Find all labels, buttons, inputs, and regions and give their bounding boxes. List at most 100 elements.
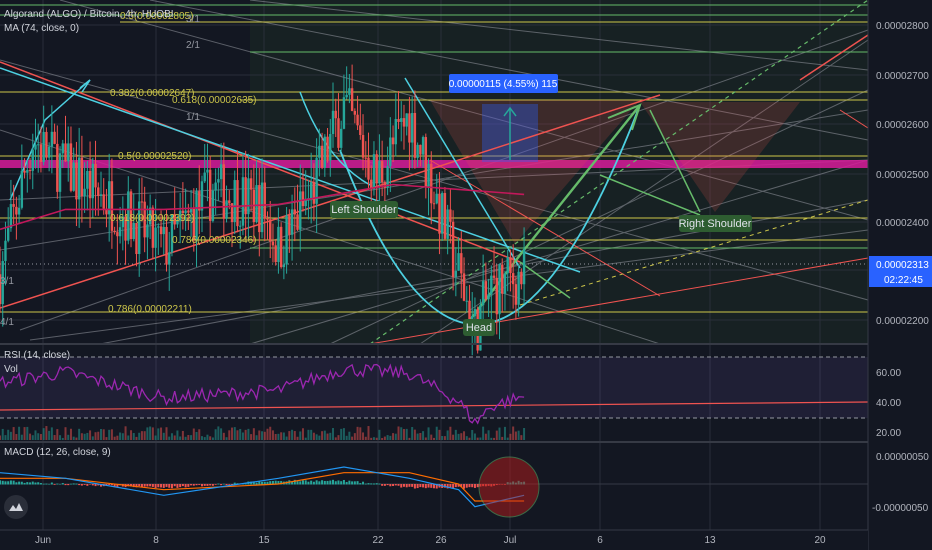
macd-legend[interactable]: MACD (12, 26, close, 9) (4, 447, 111, 458)
macd-histogram-bar (364, 483, 367, 485)
macd-histogram-bar (222, 483, 225, 485)
macd-histogram-bar (457, 484, 460, 487)
time-axis[interactable]: Jun 8 15 22 26 Jul 6 13 20 (0, 529, 868, 550)
candle-body (80, 157, 84, 197)
macd-histogram-bar (266, 481, 269, 485)
volume-bar (514, 431, 517, 440)
macd-histogram-bar (138, 484, 141, 487)
macd-histogram-bar (359, 483, 362, 485)
volume-bar (181, 430, 184, 440)
candle-body (67, 143, 70, 162)
volume-bar (299, 431, 302, 440)
candle-body (34, 144, 37, 150)
candle-body (364, 157, 367, 159)
candle-body (241, 177, 245, 226)
candle-body (217, 179, 220, 183)
candle-body (28, 170, 32, 172)
volume-bar (214, 429, 217, 440)
macd-highlight-circle (478, 456, 540, 518)
price-scale[interactable]: 0.00002800 0.00002700 0.00002600 0.00002… (867, 0, 932, 550)
candle-body (56, 143, 59, 192)
volume-bar (124, 426, 127, 440)
volume-bar (430, 434, 433, 440)
macd-histogram-bar (162, 484, 165, 488)
volume-bar (217, 426, 220, 440)
macd-histogram-bar (405, 484, 408, 488)
candle-body (449, 209, 452, 222)
macd-histogram-bar (362, 481, 365, 485)
volume-bar (454, 429, 457, 440)
candle-body (69, 143, 73, 191)
candle-body (282, 264, 286, 268)
candle-body (329, 134, 332, 161)
volume-bar (222, 432, 225, 440)
macd-histogram-bar (386, 484, 389, 486)
candle-body (159, 226, 163, 235)
volume-bar (236, 430, 239, 440)
macd-histogram-bar (345, 481, 348, 485)
macd-histogram-bar (170, 484, 173, 489)
volume-bar (443, 436, 446, 440)
volume-bar (132, 433, 135, 440)
volume-bar (113, 436, 116, 440)
candle-body (391, 137, 395, 145)
macd-histogram-bar (250, 481, 253, 485)
macd-histogram-bar (37, 482, 40, 485)
left-shoulder-annotation[interactable]: Left Shoulder (330, 201, 398, 218)
macd-histogram-bar (168, 484, 171, 488)
magenta-support-band (0, 160, 868, 168)
macd-histogram-bar (75, 483, 78, 485)
volume-bar (468, 437, 471, 440)
candle-body (408, 113, 411, 143)
candle-body (492, 275, 496, 278)
candle-body (247, 178, 250, 215)
right-shoulder-annotation[interactable]: Right Shoulder (679, 215, 752, 232)
price-tick: 0.00002500 (876, 170, 929, 181)
volume-bar (506, 437, 509, 440)
ma-legend[interactable]: MA (74, close, 0) (4, 23, 80, 34)
volume-bar (263, 431, 266, 440)
volume-bar (405, 428, 408, 440)
volume-bar (23, 427, 26, 440)
candle-body (361, 135, 365, 158)
candle-body (83, 188, 86, 197)
candle-body (288, 215, 291, 235)
price-pane[interactable]: 0.5(0.00002805) 0.382(0.00002647) 0.618(… (0, 0, 869, 530)
fan-label: 2/1 (186, 40, 200, 51)
rsi-legend[interactable]: RSI (14, close) (4, 350, 71, 361)
volume-legend[interactable]: Vol (4, 364, 18, 375)
volume-bar (364, 436, 367, 440)
symbol-title[interactable]: Algorand (ALGO) / Bitcoin, 4h, HUOBI (4, 9, 174, 20)
macd-histogram-bar (176, 484, 179, 488)
macd-histogram-bar (228, 484, 231, 485)
volume-bar (119, 432, 122, 440)
volume-bar (170, 433, 173, 440)
rsi-band (0, 357, 868, 418)
volume-bar (416, 433, 419, 440)
volume-bar (135, 436, 138, 440)
macd-histogram-bar (312, 481, 315, 485)
candle-body (424, 137, 428, 187)
macd-histogram-bar (105, 484, 108, 486)
tradingview-logo-icon[interactable] (4, 495, 28, 519)
volume-bar (318, 435, 321, 440)
candle-body (490, 275, 493, 295)
time-label: 20 (814, 535, 826, 546)
macd-histogram-bar (381, 484, 384, 486)
volume-bar (490, 437, 493, 440)
volume-bar (509, 433, 512, 440)
measure-annotation[interactable]: 0.00000115 (4.55%) 115 (449, 74, 558, 93)
candle-body (380, 160, 384, 183)
volume-bar (4, 435, 7, 440)
rsi-pane[interactable] (0, 356, 869, 440)
macd-histogram-bar (86, 484, 89, 486)
candle-body (509, 257, 512, 274)
candle-body (348, 88, 351, 95)
macd-histogram-bar (165, 484, 168, 487)
macd-histogram-bar (69, 483, 72, 485)
volume-bar (99, 428, 102, 440)
candle-body (214, 182, 217, 191)
head-annotation[interactable]: Head (463, 319, 495, 336)
macd-pane[interactable] (0, 456, 868, 518)
